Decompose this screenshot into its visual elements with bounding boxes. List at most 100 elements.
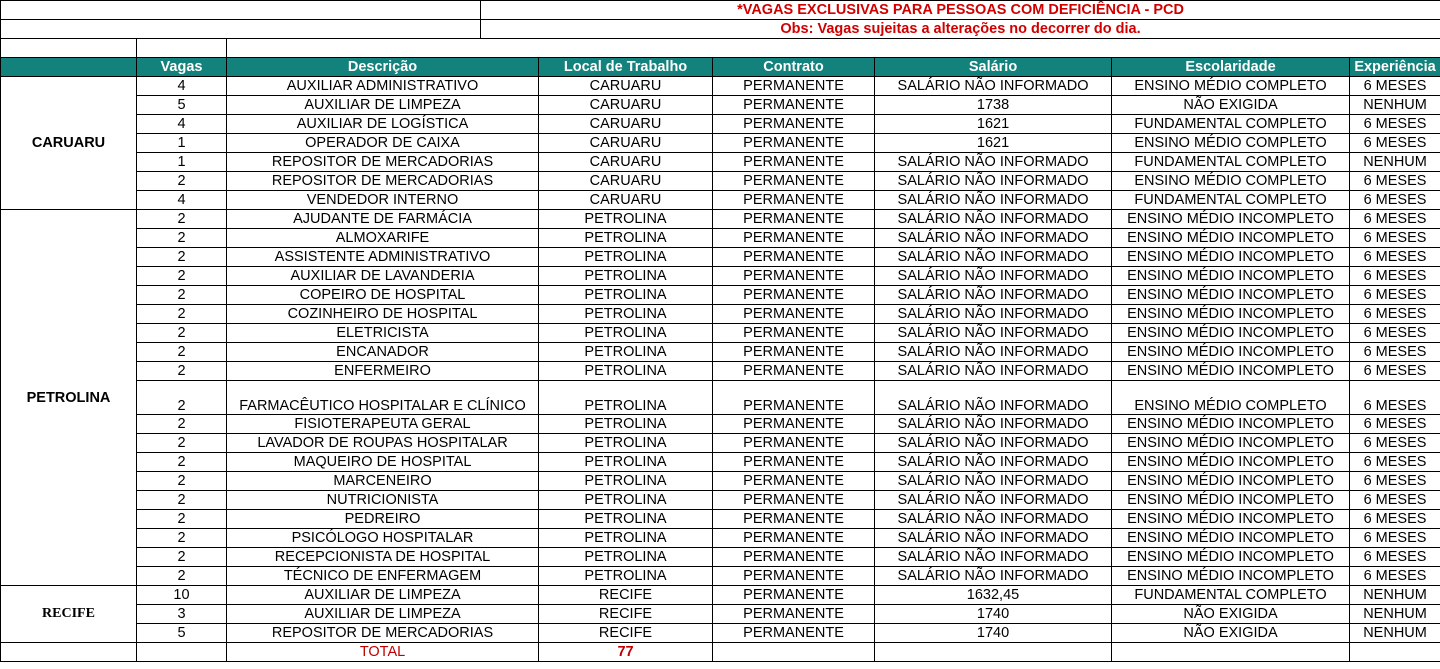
experiencia: 6 MESES bbox=[1349, 414, 1440, 434]
salario: SALÁRIO NÃO INFORMADO bbox=[874, 285, 1113, 305]
column-header: Experiência bbox=[1349, 57, 1440, 77]
descricao: MARCENEIRO bbox=[225, 471, 540, 491]
contrato: PERMANENTE bbox=[712, 452, 876, 472]
contrato: PERMANENTE bbox=[712, 190, 876, 210]
escolaridade: ENSINO MÉDIO INCOMPLETO bbox=[1111, 266, 1351, 286]
vagas: 2 bbox=[136, 433, 227, 453]
escolaridade: ENSINO MÉDIO INCOMPLETO bbox=[1111, 285, 1351, 305]
local: PETROLINA bbox=[538, 414, 714, 434]
experiencia: NENHUM bbox=[1349, 152, 1440, 172]
local: CARUARU bbox=[538, 133, 714, 153]
local: PETROLINA bbox=[538, 342, 714, 362]
local: PETROLINA bbox=[538, 209, 714, 229]
total-label: TOTAL bbox=[225, 642, 540, 662]
salario: SALÁRIO NÃO INFORMADO bbox=[874, 247, 1113, 267]
local: CARUARU bbox=[538, 114, 714, 134]
experiencia: 6 MESES bbox=[1349, 76, 1440, 96]
experiencia: 6 MESES bbox=[1349, 247, 1440, 267]
local: PETROLINA bbox=[538, 361, 714, 381]
salario: SALÁRIO NÃO INFORMADO bbox=[874, 152, 1113, 172]
local: PETROLINA bbox=[538, 490, 714, 510]
salario: SALÁRIO NÃO INFORMADO bbox=[874, 414, 1113, 434]
contrato: PERMANENTE bbox=[712, 323, 876, 343]
contrato: PERMANENTE bbox=[712, 152, 876, 172]
local: PETROLINA bbox=[538, 566, 714, 586]
contrato: PERMANENTE bbox=[712, 76, 876, 96]
experiencia: 6 MESES bbox=[1349, 342, 1440, 362]
escolaridade: ENSINO MÉDIO INCOMPLETO bbox=[1111, 509, 1351, 529]
escolaridade: ENSINO MÉDIO INCOMPLETO bbox=[1111, 209, 1351, 229]
local: CARUARU bbox=[538, 76, 714, 96]
vagas: 2 bbox=[136, 547, 227, 567]
contrato: PERMANENTE bbox=[712, 304, 876, 324]
experiencia: 6 MESES bbox=[1349, 490, 1440, 510]
salario: 1738 bbox=[874, 95, 1113, 115]
city: CARUARU bbox=[0, 76, 137, 210]
escolaridade: ENSINO MÉDIO INCOMPLETO bbox=[1111, 566, 1351, 586]
salario: 1621 bbox=[874, 133, 1113, 153]
experiencia: NENHUM bbox=[1349, 623, 1440, 643]
descricao: REPOSITOR DE MERCADORIAS bbox=[225, 623, 540, 643]
descricao: FARMACÊUTICO HOSPITALAR E CLÍNICO bbox=[225, 380, 540, 415]
contrato: PERMANENTE bbox=[712, 285, 876, 305]
escolaridade: FUNDAMENTAL COMPLETO bbox=[1111, 152, 1351, 172]
salario: SALÁRIO NÃO INFORMADO bbox=[874, 209, 1113, 229]
vagas: 2 bbox=[136, 566, 227, 586]
descricao: LAVADOR DE ROUPAS HOSPITALAR bbox=[225, 433, 540, 453]
column-header: Contrato bbox=[712, 57, 876, 77]
vagas: 4 bbox=[136, 114, 227, 134]
local: PETROLINA bbox=[538, 323, 714, 343]
local: PETROLINA bbox=[538, 266, 714, 286]
local: CARUARU bbox=[538, 190, 714, 210]
contrato: PERMANENTE bbox=[712, 247, 876, 267]
empty bbox=[0, 642, 137, 662]
local: PETROLINA bbox=[538, 547, 714, 567]
contrato: PERMANENTE bbox=[712, 228, 876, 248]
salario: SALÁRIO NÃO INFORMADO bbox=[874, 528, 1113, 548]
local: RECIFE bbox=[538, 585, 714, 605]
escolaridade: FUNDAMENTAL COMPLETO bbox=[1111, 585, 1351, 605]
vagas: 2 bbox=[136, 209, 227, 229]
experiencia: NENHUM bbox=[1349, 604, 1440, 624]
contrato: PERMANENTE bbox=[712, 433, 876, 453]
experiencia: 6 MESES bbox=[1349, 433, 1440, 453]
local: PETROLINA bbox=[538, 304, 714, 324]
local: RECIFE bbox=[538, 604, 714, 624]
salario: 1632,45 bbox=[874, 585, 1113, 605]
contrato: PERMANENTE bbox=[712, 547, 876, 567]
descricao: AUXILIAR ADMINISTRATIVO bbox=[225, 76, 540, 96]
local: PETROLINA bbox=[538, 528, 714, 548]
escolaridade: ENSINO MÉDIO COMPLETO bbox=[1111, 133, 1351, 153]
contrato: PERMANENTE bbox=[712, 361, 876, 381]
experiencia: 6 MESES bbox=[1349, 361, 1440, 381]
salario: SALÁRIO NÃO INFORMADO bbox=[874, 490, 1113, 510]
local: PETROLINA bbox=[538, 285, 714, 305]
escolaridade: ENSINO MÉDIO COMPLETO bbox=[1111, 76, 1351, 96]
vagas: 10 bbox=[136, 585, 227, 605]
vagas: 1 bbox=[136, 152, 227, 172]
escolaridade: ENSINO MÉDIO INCOMPLETO bbox=[1111, 471, 1351, 491]
column-header: Escolaridade bbox=[1111, 57, 1351, 77]
column-header: Salário bbox=[874, 57, 1113, 77]
vagas: 2 bbox=[136, 323, 227, 343]
descricao: ASSISTENTE ADMINISTRATIVO bbox=[225, 247, 540, 267]
local: PETROLINA bbox=[538, 228, 714, 248]
experiencia: 6 MESES bbox=[1349, 566, 1440, 586]
descricao: NUTRICIONISTA bbox=[225, 490, 540, 510]
vagas: 2 bbox=[136, 361, 227, 381]
column-header: Descrição bbox=[225, 57, 540, 77]
local: PETROLINA bbox=[538, 380, 714, 415]
descricao: COZINHEIRO DE HOSPITAL bbox=[225, 304, 540, 324]
escolaridade: ENSINO MÉDIO INCOMPLETO bbox=[1111, 452, 1351, 472]
vagas: 2 bbox=[136, 285, 227, 305]
descricao: PEDREIRO bbox=[225, 509, 540, 529]
experiencia: 6 MESES bbox=[1349, 528, 1440, 548]
contrato: PERMANENTE bbox=[712, 585, 876, 605]
salario: SALÁRIO NÃO INFORMADO bbox=[874, 361, 1113, 381]
column-header: Vagas bbox=[136, 57, 227, 77]
salario: SALÁRIO NÃO INFORMADO bbox=[874, 380, 1113, 415]
escolaridade: ENSINO MÉDIO INCOMPLETO bbox=[1111, 304, 1351, 324]
escolaridade: ENSINO MÉDIO COMPLETO bbox=[1111, 171, 1351, 191]
contrato: PERMANENTE bbox=[712, 114, 876, 134]
salario: SALÁRIO NÃO INFORMADO bbox=[874, 171, 1113, 191]
